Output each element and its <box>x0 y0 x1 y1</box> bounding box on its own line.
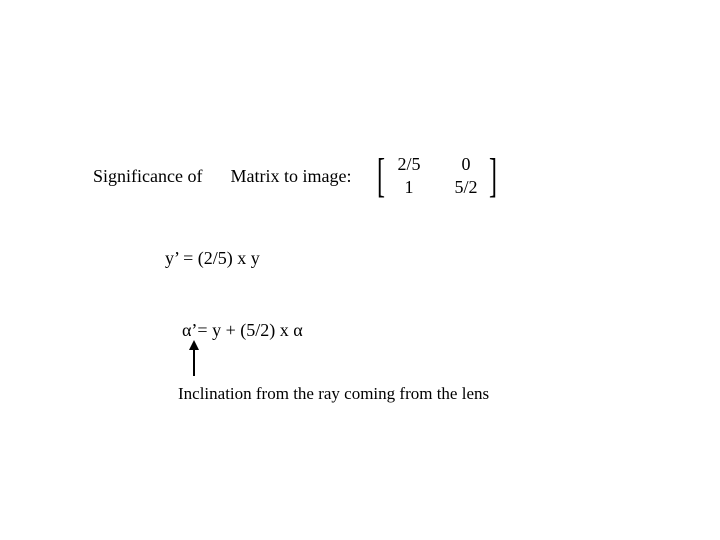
equation-y: y’ = (2/5) x y <box>165 248 260 269</box>
header-line: Significance of Matrix to image: [ 2/5 0… <box>93 152 501 200</box>
right-bracket-icon: ] <box>489 152 497 200</box>
page: Significance of Matrix to image: [ 2/5 0… <box>0 0 720 540</box>
matrix: [ 2/5 0 1 5/2 ] <box>373 152 501 200</box>
matrix-a11: 2/5 <box>397 154 420 175</box>
matrix-a12: 0 <box>454 154 477 175</box>
matrix-cells: 2/5 0 1 5/2 <box>389 154 485 198</box>
left-bracket-icon: [ <box>377 152 385 200</box>
matrix-a21: 1 <box>397 177 420 198</box>
matrix-to-image-label: Matrix to image: <box>230 166 351 187</box>
significance-label: Significance of <box>93 166 202 187</box>
matrix-a22: 5/2 <box>454 177 477 198</box>
inclination-caption: Inclination from the ray coming from the… <box>178 384 489 404</box>
equation-alpha: α’= y + (5/2) x α <box>182 320 303 341</box>
up-arrow-icon <box>188 340 200 376</box>
